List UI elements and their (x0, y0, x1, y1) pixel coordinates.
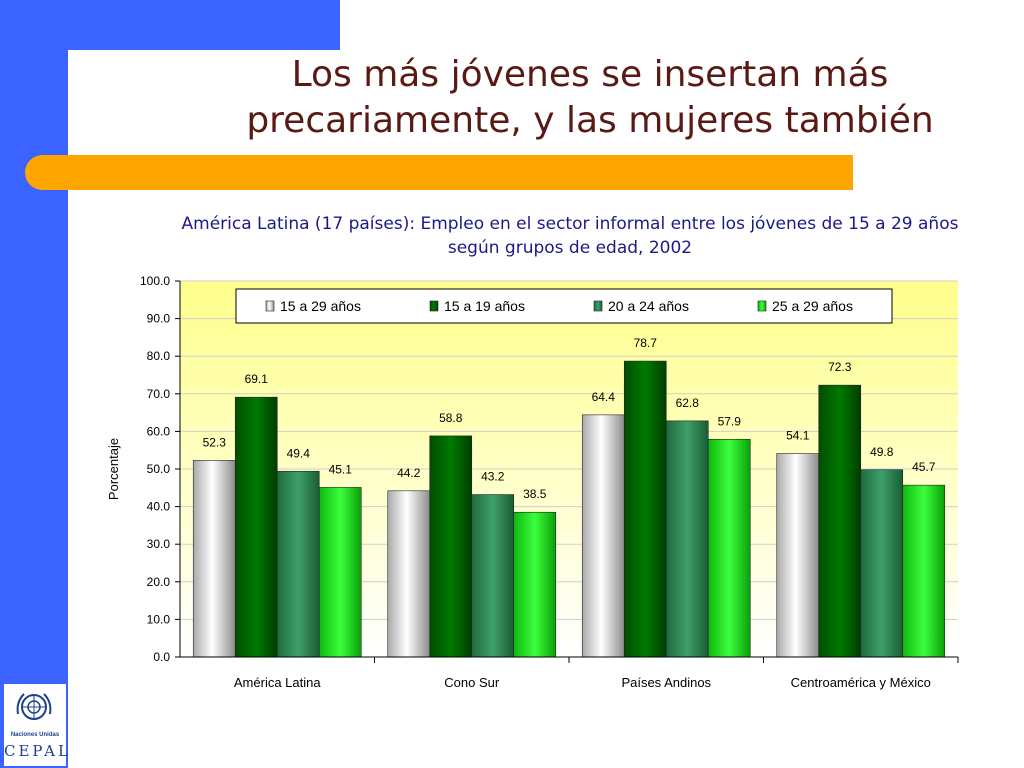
bar (513, 511, 557, 658)
bar-chart: 52.3 69.1 49.4 45.1 44.2 58.8 43.2 38.5 64.4 78.7… (90, 265, 970, 710)
bar (665, 420, 709, 658)
data-label: 69.1 (245, 372, 269, 386)
x-category-label: Cono Sur (444, 675, 500, 690)
data-label: 38.5 (523, 487, 547, 501)
legend-swatch (757, 300, 767, 312)
bar (471, 494, 515, 658)
data-label: 72.3 (828, 360, 852, 374)
data-label: 44.2 (397, 466, 421, 480)
bar (318, 487, 362, 658)
bar (581, 414, 625, 658)
bar (429, 435, 473, 658)
bar (623, 360, 667, 658)
data-label: 49.4 (287, 446, 311, 460)
bar-chart-svg: 52.3 69.1 49.4 45.1 44.2 58.8 43.2 38.5 64.4 78.7… (106, 274, 959, 690)
bar (776, 453, 820, 658)
bar (192, 460, 236, 658)
data-label: 57.9 (718, 414, 742, 428)
bar (276, 470, 320, 658)
cepal-logo: Naciones Unidas CEPAL (4, 684, 71, 766)
y-tick-label: 70.0 (147, 387, 171, 401)
legend-swatch (265, 300, 275, 312)
y-tick-label: 100.0 (140, 274, 170, 288)
data-label: 62.8 (676, 396, 700, 410)
data-label: 45.1 (329, 462, 353, 476)
bar (860, 469, 904, 658)
bar (902, 484, 946, 658)
bar (818, 384, 862, 658)
x-category-label: América Latina (234, 675, 321, 690)
chart-subtitle: América Latina (17 países): Empleo en el… (181, 214, 959, 258)
y-axis-label: Porcentaje (106, 438, 121, 500)
y-tick-label: 40.0 (147, 500, 171, 514)
legend-label: 20 a 24 años (608, 298, 689, 314)
data-label: 64.4 (592, 390, 616, 404)
y-tick-label: 20.0 (147, 575, 171, 589)
bar (234, 396, 278, 658)
data-label: 43.2 (481, 470, 505, 484)
left-accent-bar (0, 0, 68, 768)
legend-label: 15 a 19 años (444, 298, 525, 314)
top-accent-bar (0, 0, 340, 50)
data-label: 52.3 (203, 435, 227, 449)
data-label: 58.8 (439, 411, 463, 425)
logo-text-un: Naciones Unidas (10, 732, 60, 738)
y-tick-label: 90.0 (147, 312, 171, 326)
data-label: 78.7 (634, 336, 658, 350)
title-underline-bar (25, 155, 853, 190)
bar (707, 438, 751, 658)
legend-box (235, 288, 893, 324)
y-tick-label: 60.0 (147, 424, 171, 438)
slide-title: Los más jóvenes se insertan más precaria… (246, 54, 934, 141)
y-tick-label: 0.0 (153, 650, 170, 664)
y-tick-label: 30.0 (147, 537, 171, 551)
bar (387, 490, 431, 658)
y-tick-label: 50.0 (147, 462, 171, 476)
y-tick-label: 10.0 (147, 612, 171, 626)
x-category-label: Centroamérica y México (791, 675, 931, 690)
x-category-label: Países Andinos (621, 675, 711, 690)
legend-label: 25 a 29 años (772, 298, 853, 314)
legend-swatch (429, 300, 439, 312)
data-label: 45.7 (912, 460, 936, 474)
data-label: 49.8 (870, 445, 894, 459)
y-tick-label: 80.0 (147, 349, 171, 363)
un-emblem-icon (16, 693, 52, 720)
data-label: 54.1 (786, 429, 810, 443)
logo-text-cepal: CEPAL (4, 742, 71, 760)
legend-swatch (593, 300, 603, 312)
legend-label: 15 a 29 años (280, 298, 361, 314)
